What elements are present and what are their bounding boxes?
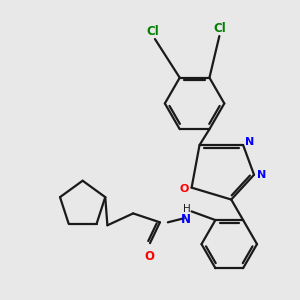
Text: Cl: Cl bbox=[147, 25, 159, 38]
Text: N: N bbox=[245, 137, 254, 147]
Text: O: O bbox=[179, 184, 189, 194]
Text: O: O bbox=[144, 250, 154, 263]
Text: N: N bbox=[257, 170, 266, 180]
Text: H: H bbox=[183, 204, 190, 214]
Text: Cl: Cl bbox=[213, 22, 226, 35]
Text: N: N bbox=[181, 213, 191, 226]
